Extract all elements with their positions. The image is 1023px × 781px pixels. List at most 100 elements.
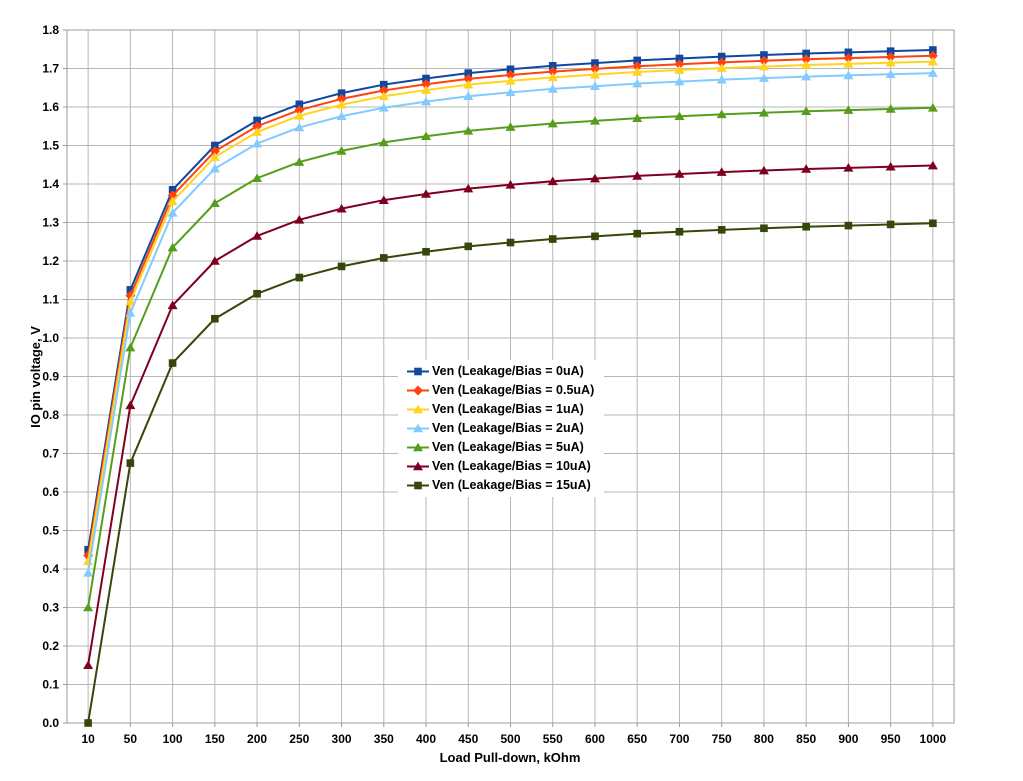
legend-entry: Ven (Leakage/Bias = 1uA) <box>406 400 604 419</box>
data-point-marker-triangle <box>758 107 769 117</box>
data-point-marker-diamond <box>294 105 305 116</box>
data-point-marker-square <box>675 227 684 236</box>
data-point-marker-triangle <box>927 102 938 112</box>
data-point-marker-square <box>211 141 219 150</box>
y-tick-label: 0.1 <box>42 678 59 692</box>
data-point-marker-triangle <box>716 109 727 119</box>
y-tick-label: 0.9 <box>42 370 59 384</box>
data-point-marker-triangle <box>674 76 685 86</box>
data-point-marker-triangle <box>252 173 263 183</box>
data-point-marker-square <box>337 262 346 271</box>
data-point-marker-triangle <box>801 71 812 81</box>
y-tick-label: 1.6 <box>42 100 59 114</box>
data-point-marker-triangle <box>547 72 558 82</box>
legend-marker-triangle-icon <box>407 442 429 452</box>
data-point-marker-triangle <box>632 113 643 122</box>
data-point-marker-triangle <box>632 67 643 76</box>
data-point-marker-triangle <box>589 116 600 125</box>
data-point-marker-square <box>633 56 642 65</box>
data-point-marker-triangle <box>167 242 178 252</box>
data-point-marker-triangle <box>167 208 178 217</box>
x-tick-label: 650 <box>627 732 647 746</box>
data-point-marker-triangle <box>885 104 896 113</box>
data-point-marker-triangle <box>674 65 685 74</box>
x-tick-label: 450 <box>458 732 478 746</box>
x-tick-label: 900 <box>838 732 858 746</box>
data-point-marker-triangle <box>547 118 558 128</box>
y-tick-label: 0.0 <box>42 716 59 730</box>
legend-entry: Ven (Leakage/Bias = 0.5uA) <box>406 381 604 400</box>
data-point-marker-triangle <box>716 167 727 176</box>
data-point-marker-triangle <box>83 660 94 670</box>
data-point-marker-triangle <box>294 215 305 224</box>
data-point-marker-square <box>295 100 304 109</box>
data-point-marker-triangle <box>413 461 423 471</box>
data-point-marker-diamond <box>378 85 389 96</box>
legend-marker-triangle-icon <box>407 423 429 433</box>
legend-marker-triangle-icon <box>407 461 429 471</box>
data-point-marker-square <box>211 314 219 323</box>
data-point-marker-triangle <box>843 105 854 114</box>
data-point-marker-diamond <box>674 59 685 70</box>
y-tick-label: 1.7 <box>42 62 59 76</box>
data-point-marker-triangle <box>716 63 727 72</box>
data-point-marker-triangle <box>716 74 727 84</box>
x-tick-label: 800 <box>754 732 774 746</box>
data-point-marker-triangle <box>252 127 263 136</box>
x-tick-label: 550 <box>543 732 563 746</box>
x-tick-label: 300 <box>332 732 352 746</box>
x-tick-label: 350 <box>374 732 394 746</box>
data-point-marker-diamond <box>843 53 854 64</box>
legend-label: Ven (Leakage/Bias = 5uA) <box>432 440 584 454</box>
legend-entry: Ven (Leakage/Bias = 15uA) <box>406 476 604 495</box>
x-tick-label: 400 <box>416 732 436 746</box>
y-tick-label: 0.3 <box>42 601 59 615</box>
x-tick-label: 950 <box>881 732 901 746</box>
series-3 <box>83 68 938 577</box>
legend-label: Ven (Leakage/Bias = 0.5uA) <box>432 383 595 397</box>
data-point-marker-triangle <box>758 61 769 71</box>
data-point-marker-triangle <box>125 400 136 410</box>
y-tick-label: 1.0 <box>42 331 59 345</box>
x-axis-title: Load Pull-down, kOhm <box>440 750 581 765</box>
data-point-marker-square <box>253 116 261 125</box>
y-tick-label: 1.2 <box>42 254 59 268</box>
x-tick-label: 600 <box>585 732 605 746</box>
data-point-marker-triangle <box>463 183 474 193</box>
legend-entry: Ven (Leakage/Bias = 2uA) <box>406 419 604 438</box>
legend-marker-diamond-icon <box>407 385 429 396</box>
data-point-marker-square <box>548 235 557 243</box>
series-6 <box>84 219 937 727</box>
data-point-marker-triangle <box>927 56 938 66</box>
x-tick-label: 50 <box>124 732 138 746</box>
data-point-marker-triangle <box>294 157 305 166</box>
data-point-marker-diamond <box>885 51 896 62</box>
legend-label: Ven (Leakage/Bias = 0uA) <box>432 364 584 378</box>
data-point-marker-square <box>886 47 895 55</box>
data-point-marker-diamond <box>547 66 558 77</box>
data-point-marker-triangle <box>294 111 305 120</box>
data-point-marker-square <box>844 221 853 230</box>
y-tick-label: 0.6 <box>42 485 59 499</box>
data-point-marker-square <box>422 74 430 83</box>
data-point-marker-triangle <box>632 171 643 180</box>
series-2 <box>83 56 938 566</box>
data-point-marker-diamond <box>336 93 347 104</box>
data-point-marker-diamond <box>252 121 263 132</box>
data-point-marker-triangle <box>505 87 516 97</box>
x-tick-label: 10 <box>81 732 95 746</box>
y-tick-label: 1.4 <box>42 177 59 191</box>
data-point-marker-square <box>414 481 422 490</box>
legend-entry: Ven (Leakage/Bias = 10uA) <box>406 457 604 476</box>
x-tick-label: 250 <box>289 732 309 746</box>
data-point-marker-triangle <box>336 146 347 155</box>
data-point-marker-triangle <box>927 160 938 170</box>
data-point-marker-diamond <box>505 70 516 81</box>
data-point-marker-square <box>464 242 473 251</box>
data-point-marker-triangle <box>378 102 389 112</box>
data-point-marker-triangle <box>801 164 812 173</box>
y-tick-label: 0.7 <box>42 447 59 461</box>
data-point-marker-triangle <box>843 70 854 80</box>
data-point-marker-triangle <box>83 568 94 577</box>
data-point-marker-triangle <box>413 442 423 452</box>
